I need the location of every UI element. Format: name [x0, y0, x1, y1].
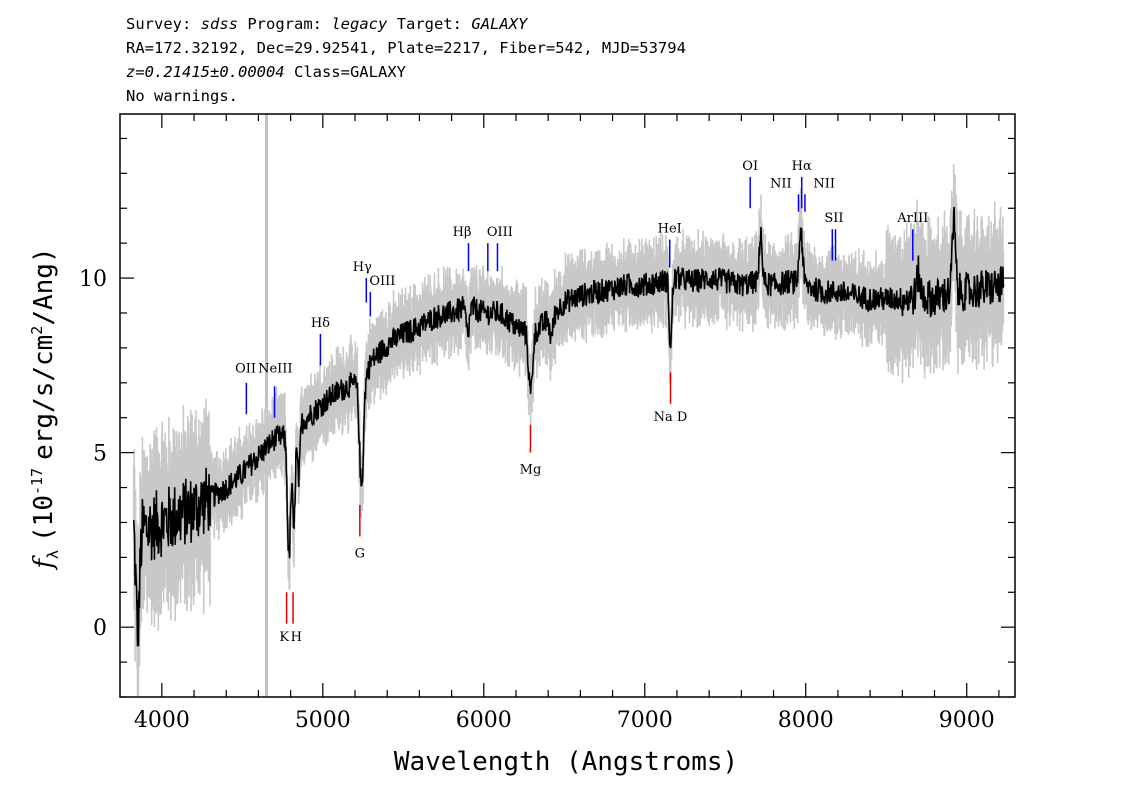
absorption-line-label: Mg [520, 463, 542, 478]
y-tick-label: 0 [93, 616, 107, 641]
survey-value: sdss [200, 15, 238, 33]
flux-layer [132, 206, 1005, 647]
y-tick-label: 5 [93, 442, 107, 467]
emission-line-label: OIII [487, 225, 513, 240]
emission-line-label: Hβ [453, 225, 472, 240]
redshift-value: z=0.21415±0.00004 [126, 63, 285, 81]
program-value: legacy [331, 15, 388, 33]
y-label-sub: λ [44, 550, 62, 559]
emission-line-label: Hδ [311, 316, 330, 331]
error-band-layer [132, 164, 1005, 697]
absorption-line-label: K [279, 630, 289, 645]
x-tick-label: 4000 [134, 708, 190, 733]
axes-frame: 4000 5000 6000 7000 8000 9000 0 5 10 [79, 113, 1016, 733]
absorption-line-label: H [291, 630, 302, 645]
x-axis-label: Wavelength (Angstroms) [394, 747, 738, 777]
emission-line-label: OI [742, 159, 758, 174]
target-label: Target: [396, 15, 463, 33]
y-tick-label: 10 [79, 267, 107, 292]
y-label-exp: -17 [28, 468, 46, 495]
emission-line-label: Hγ [353, 260, 372, 275]
x-tick-label: 6000 [456, 708, 512, 733]
x-tick-label: 9000 [939, 708, 995, 733]
emission-line-label: HeI [658, 222, 682, 237]
x-tick-label: 7000 [617, 708, 673, 733]
y-label-units: erg/s/cm [29, 335, 59, 460]
spectrum-header: Survey: sdss Program: legacy Target: GAL… [126, 12, 686, 108]
plot-frame [119, 113, 1016, 698]
x-tick-label: 5000 [295, 708, 351, 733]
emission-line-label: NII [770, 176, 792, 191]
absorption-line-label: Na D [654, 410, 688, 425]
emission-line-label: Hα [792, 159, 812, 174]
y-label-exp2: 2 [28, 326, 46, 335]
emission-line-label: NII [813, 176, 835, 191]
emission-line-label: SII [824, 211, 843, 226]
program-label: Program: [247, 15, 322, 33]
absorption-line-label: G [355, 546, 365, 561]
emission-line-label: ArIII [896, 211, 928, 226]
survey-label: Survey: [126, 15, 192, 33]
emission-line-label: OII [235, 361, 256, 376]
emission-line-label: OIII [369, 274, 395, 289]
y-label-open: (10 [29, 495, 59, 542]
x-tick-label: 8000 [778, 708, 834, 733]
emission-line-label: NeIII [258, 361, 292, 376]
header-line-coordinates: RA=172.32192, Dec=29.92541, Plate=2217, … [126, 39, 686, 57]
header-line-redshift: z=0.21415±0.00004 Class=GALAXY [126, 60, 686, 84]
flux-series-line [132, 206, 1005, 647]
header-line-warnings: No warnings. [126, 87, 238, 105]
error-band [132, 164, 1005, 697]
y-label-end: /Ang) [29, 247, 59, 325]
header-line-survey: Survey: sdss Program: legacy Target: GAL… [126, 12, 686, 36]
class-value: Class=GALAXY [293, 63, 406, 81]
y-axis-label: fλ(10-17erg/s/cm2/Ang) [28, 247, 62, 570]
target-value: GALAXY [471, 15, 528, 33]
